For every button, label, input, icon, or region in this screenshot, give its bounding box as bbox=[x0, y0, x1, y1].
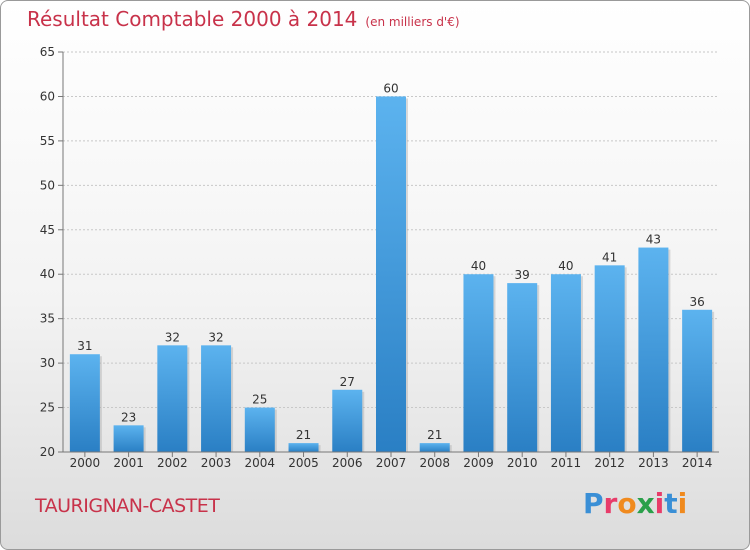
bar bbox=[463, 274, 494, 452]
bar bbox=[594, 265, 625, 452]
y-tick-label: 30 bbox=[40, 356, 55, 370]
x-tick-label: 2002 bbox=[157, 456, 188, 470]
data-label: 43 bbox=[646, 233, 661, 247]
logo-letter: i bbox=[654, 487, 665, 520]
x-tick-label: 2000 bbox=[70, 456, 101, 470]
x-tick-label: 2008 bbox=[419, 456, 450, 470]
x-tick-label: 2010 bbox=[507, 456, 538, 470]
y-tick-label: 35 bbox=[40, 312, 55, 326]
x-tick-label: 2005 bbox=[288, 456, 319, 470]
bar bbox=[201, 345, 232, 452]
chart-title: Résultat Comptable 2000 à 2014 (en millie… bbox=[27, 7, 460, 31]
data-label: 21 bbox=[427, 428, 442, 442]
bar bbox=[376, 96, 406, 452]
data-label: 41 bbox=[602, 250, 617, 264]
data-label: 40 bbox=[558, 259, 573, 273]
y-tick-label: 50 bbox=[40, 178, 55, 192]
x-tick-label: 2014 bbox=[682, 456, 713, 470]
logo-letter: P bbox=[583, 487, 604, 520]
bar bbox=[332, 389, 363, 452]
data-label: 25 bbox=[252, 393, 267, 407]
bar bbox=[550, 274, 581, 452]
chart-subtitle: (en milliers d'€) bbox=[365, 15, 460, 29]
bar bbox=[507, 283, 538, 452]
y-tick-label: 45 bbox=[40, 223, 55, 237]
data-label: 60 bbox=[383, 81, 398, 95]
x-tick-label: 2009 bbox=[463, 456, 494, 470]
x-tick-label: 2013 bbox=[638, 456, 669, 470]
axes: 20 25 30 35 40 45 50 55 60 65 2000 2001 2002 2003 2004… bbox=[40, 45, 719, 470]
proxiti-logo: Proxiti bbox=[583, 487, 687, 520]
data-label: 21 bbox=[296, 428, 311, 442]
commune-name: TAURIGNAN-CASTET bbox=[35, 495, 220, 517]
y-tick-label: 55 bbox=[40, 134, 55, 148]
data-label: 32 bbox=[165, 330, 180, 344]
data-label: 39 bbox=[515, 268, 530, 282]
x-tick-label: 2003 bbox=[201, 456, 232, 470]
bar bbox=[157, 345, 188, 452]
bar bbox=[288, 443, 319, 452]
bar bbox=[419, 443, 450, 452]
data-label: 32 bbox=[208, 330, 223, 344]
logo-letter: i bbox=[677, 487, 688, 520]
bar bbox=[638, 247, 669, 452]
bar bbox=[244, 407, 275, 452]
x-tick-label: 2004 bbox=[245, 456, 276, 470]
logo-letter: r bbox=[603, 487, 618, 520]
chart-title-text: Résultat Comptable 2000 à 2014 bbox=[27, 7, 358, 31]
logo-letter: o bbox=[617, 487, 637, 520]
y-tick-label: 65 bbox=[40, 45, 55, 59]
y-tick-label: 20 bbox=[40, 445, 55, 459]
data-label: 31 bbox=[77, 339, 92, 353]
data-label: 23 bbox=[121, 410, 136, 424]
bars: 31 23 32 32 25 21 27 60 21 40 39 40 41 43 36 bbox=[69, 81, 715, 452]
data-label: 36 bbox=[689, 295, 704, 309]
bar bbox=[682, 309, 713, 452]
y-tick-label: 60 bbox=[40, 89, 55, 103]
y-tick-label: 40 bbox=[40, 267, 55, 281]
logo-letter: x bbox=[636, 487, 655, 520]
data-label: 40 bbox=[471, 259, 486, 273]
bar bbox=[113, 425, 144, 452]
x-tick-label: 2012 bbox=[594, 456, 625, 470]
x-tick-label: 2011 bbox=[551, 456, 582, 470]
x-tick-label: 2006 bbox=[332, 456, 363, 470]
x-tick-label: 2001 bbox=[113, 456, 144, 470]
bar bbox=[69, 354, 100, 452]
x-tick-label: 2007 bbox=[376, 456, 407, 470]
y-tick-label: 25 bbox=[40, 401, 55, 415]
logo-letter: t bbox=[664, 487, 678, 520]
data-label: 27 bbox=[340, 375, 355, 389]
